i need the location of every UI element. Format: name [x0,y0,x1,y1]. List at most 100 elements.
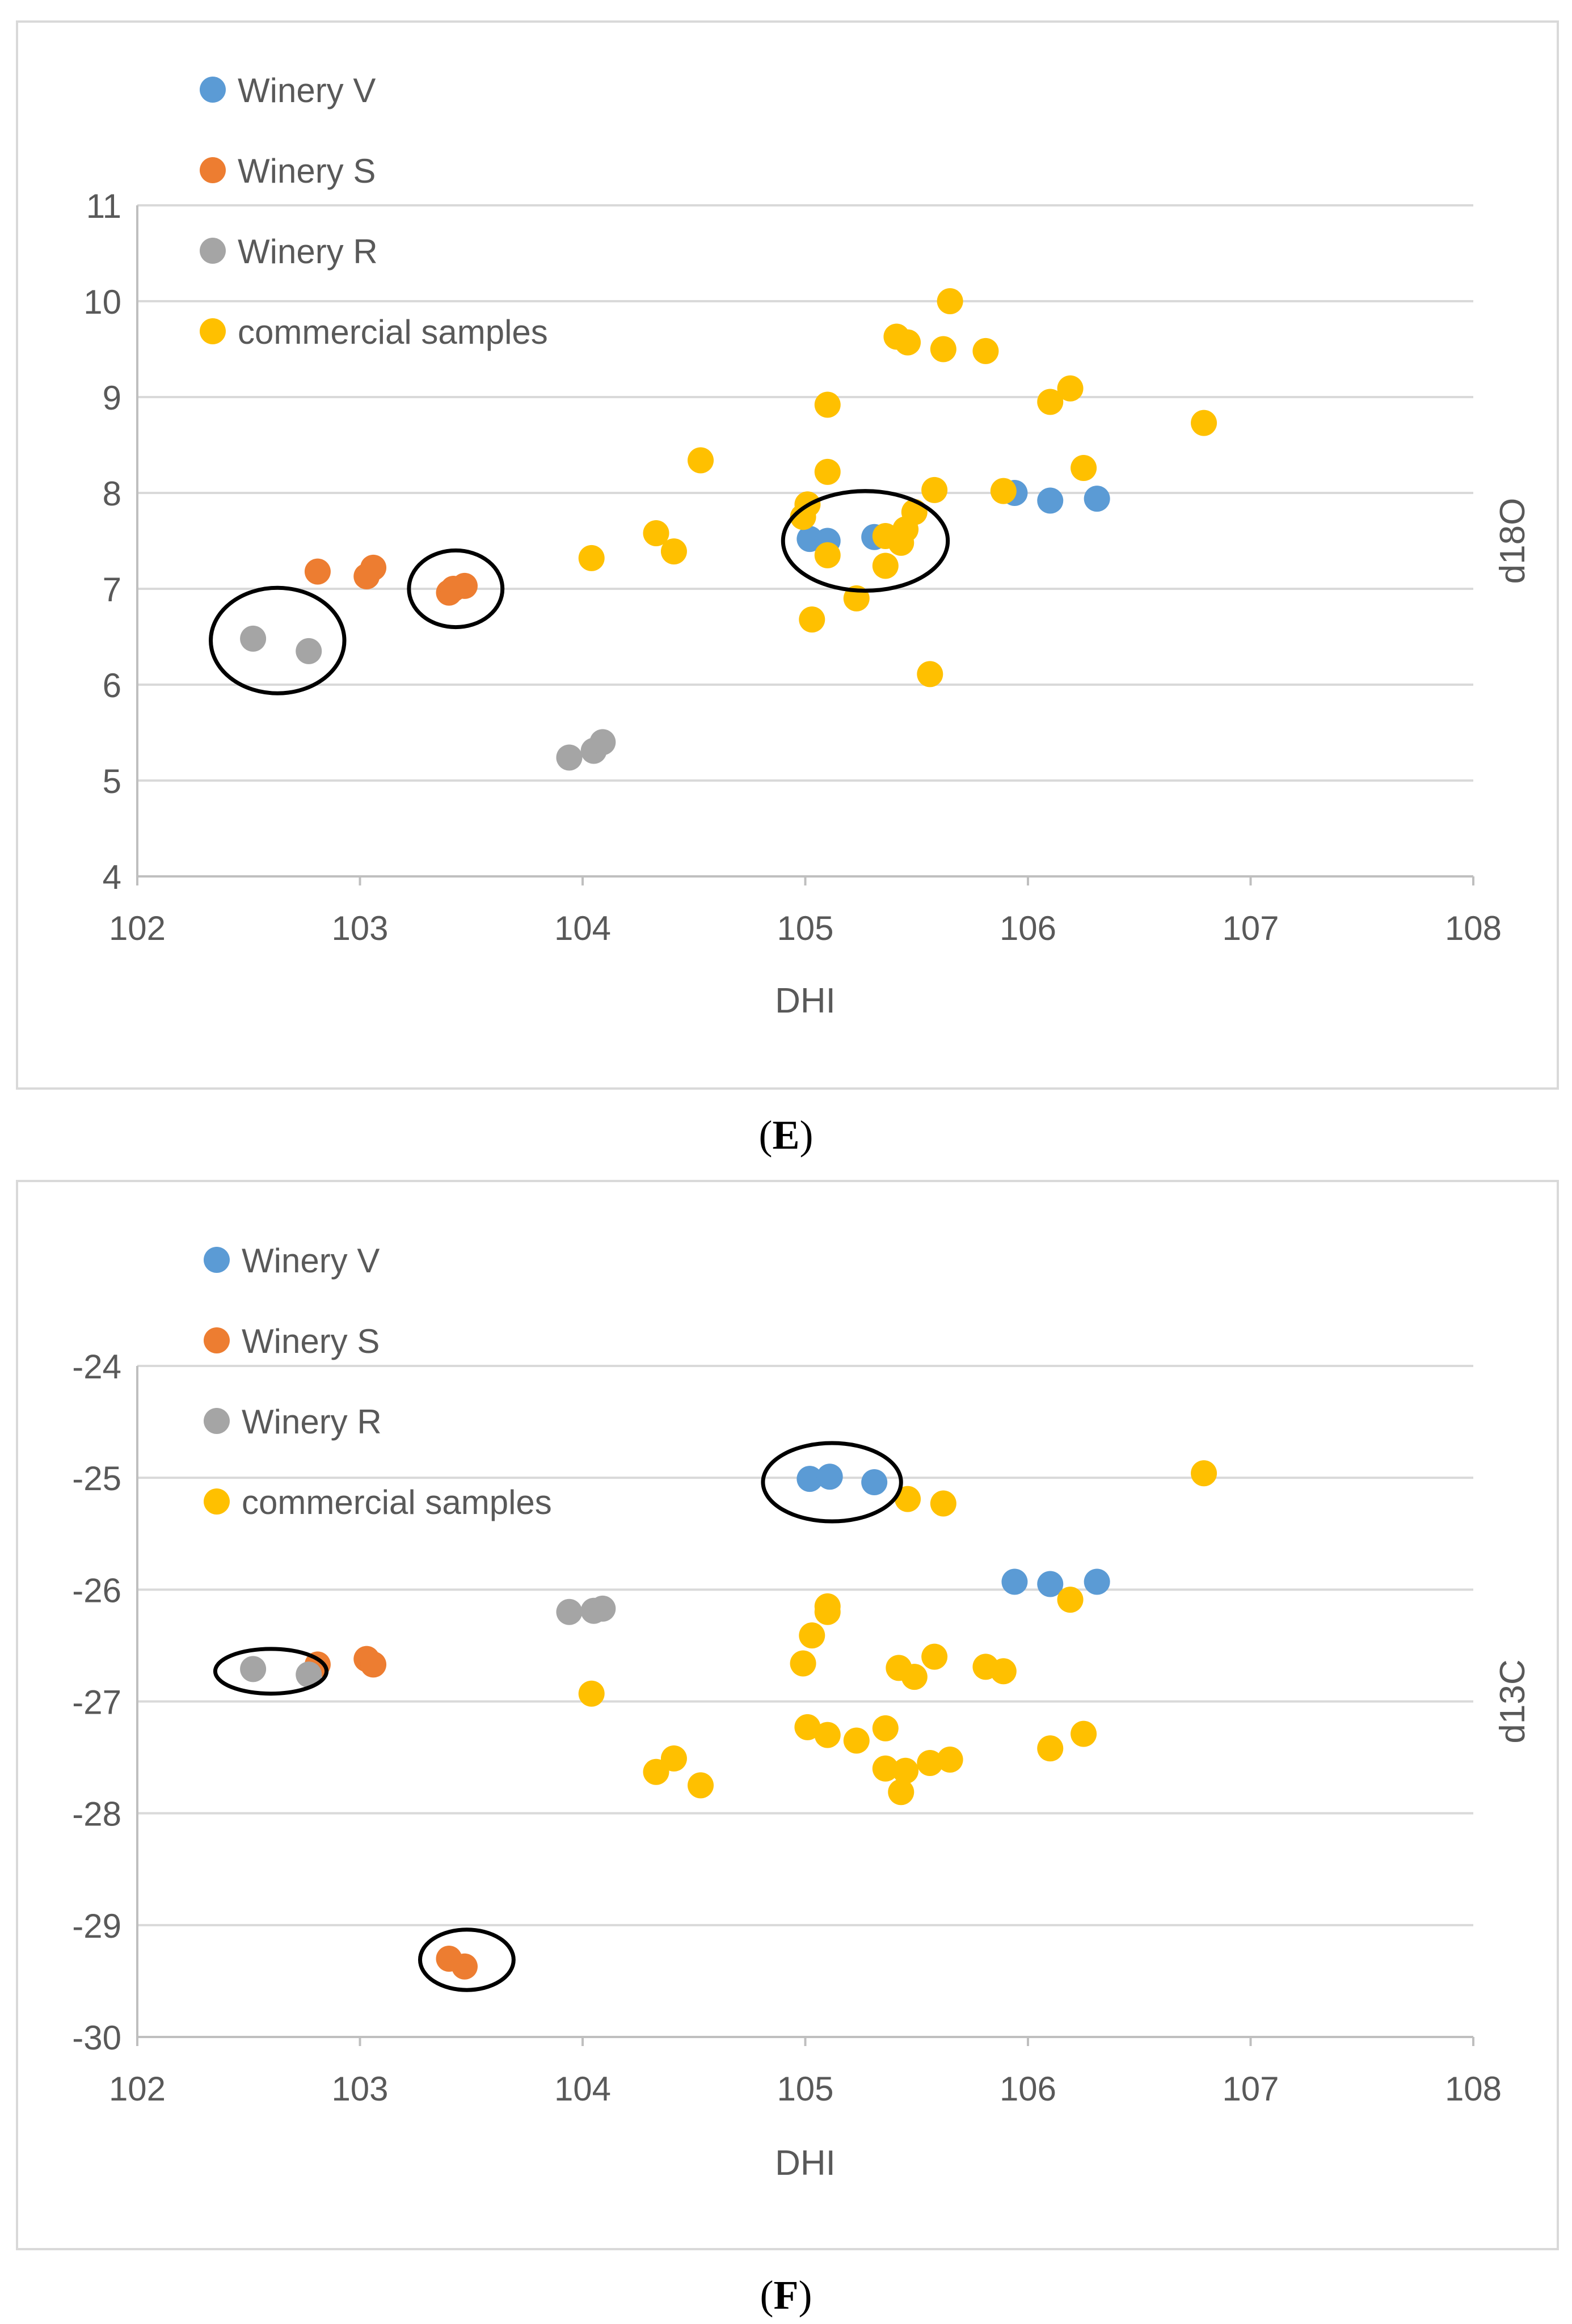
chart-e-annotation-ellipse-0 [209,585,347,695]
chart-f-ytick-label-3: -27 [72,1684,121,1722]
chart-e-xtick-label-4: 106 [1000,909,1056,947]
chart-f-point-commercial-samples-23 [990,1658,1017,1685]
chart-e-point-winery-r-1 [296,638,322,664]
chart-f-xtick-label-2: 104 [554,2070,611,2108]
chart-e-point-commercial-samples-0 [578,545,605,571]
chart-e-y-axis-title: d18O [1493,498,1532,584]
chart-f-point-commercial-samples-27 [1191,1460,1217,1487]
chart-f-legend-marker-winery-r [204,1408,230,1434]
chart-f-point-commercial-samples-14 [888,1779,914,1806]
chart-e-point-commercial-samples-16 [895,329,921,356]
chart-e-annotation-ellipse-2 [781,489,950,593]
chart-f-point-commercial-samples-1 [643,1758,669,1785]
chart-f-point-commercial-samples-2 [660,1745,687,1772]
chart-f-point-commercial-samples-18 [917,1749,943,1776]
chart-f-ytick-label-0: -30 [72,2019,121,2057]
chart-f-ytick-label-2: -28 [72,1795,121,1833]
chart-e-point-commercial-samples-8 [814,458,841,485]
chart-e-point-commercial-samples-25 [1057,375,1084,402]
chart-e-point-winery-r-0 [240,625,267,652]
chart-e-point-commercial-samples-9 [814,542,841,568]
chart-panel-f: -30 -29 -28 -27 -26 -25 -24 102 103 104 105 106 107 1… [16,1180,1559,2250]
chart-f-ytick-label-6: -24 [72,1348,121,1386]
chart-f-point-commercial-samples-8 [814,1598,841,1625]
chart-e-ytick-label-0: 4 [103,858,121,896]
chart-e-point-winery-v-5 [1084,486,1110,512]
chart-e-legend-label-commercial-samples: commercial samples [238,313,548,351]
chart-f-point-commercial-samples-6 [799,1622,825,1649]
chart-e-ytick-label-3: 7 [103,571,121,609]
chart-e-ytick-label-2: 6 [103,667,121,705]
chart-e-point-commercial-samples-12 [872,552,899,579]
chart-f-point-commercial-samples-0 [578,1680,605,1707]
chart-e-point-commercial-samples-2 [660,538,687,565]
chart-f-point-commercial-samples-26 [1071,1720,1097,1747]
chart-f-point-winery-v-5 [1084,1568,1110,1595]
chart-e-legend-marker-winery-s [200,157,226,183]
chart-f-legend-marker-winery-v [204,1247,230,1273]
chart-f-annotation-ellipse-1 [213,1647,329,1696]
chart-f-point-commercial-samples-12 [872,1755,899,1782]
chart-e-point-commercial-samples-18 [917,661,943,688]
chart-e-xtick-label-5: 107 [1222,909,1279,947]
chart-e-point-commercial-samples-22 [972,338,999,364]
chart-f-legend-label-winery-v: Winery V [242,1242,380,1280]
chart-e-point-commercial-samples-20 [930,336,956,362]
chart-e-point-winery-s-5 [451,572,478,599]
chart-e-legend-label-winery-r: Winery R [238,233,378,271]
chart-f-point-commercial-samples-15 [892,1757,919,1784]
chart-f-annotation-ellipse-0 [418,1927,516,1992]
chart-e-point-commercial-samples-23 [990,478,1017,504]
chart-e-point-commercial-samples-6 [799,606,825,633]
chart-f-xtick-label-0: 102 [109,2070,166,2108]
chart-e-point-commercial-samples-19 [921,476,948,503]
chart-e-xtick-label-6: 108 [1445,909,1502,947]
chart-f-point-commercial-samples-4 [790,1650,816,1677]
chart-f-point-winery-v-1 [816,1463,843,1490]
chart-f-svg: -30 -29 -28 -27 -26 -25 -24 102 103 104 105 106 107 1… [72,1242,1532,2183]
chart-e-point-winery-r-4 [589,729,616,756]
chart-e-point-commercial-samples-7 [814,391,841,418]
chart-f-point-commercial-samples-25 [1057,1587,1084,1613]
chart-e-xtick-label-3: 105 [777,909,833,947]
chart-e-point-winery-v-4 [1037,487,1064,514]
chart-f-xtick-label-3: 105 [777,2070,833,2108]
chart-e-ytick-label-7: 11 [86,187,121,225]
chart-f-point-commercial-samples-11 [872,1715,899,1741]
chart-f-point-commercial-samples-16 [895,1486,921,1512]
chart-f-point-commercial-samples-10 [843,1727,870,1754]
chart-f-legend-marker-winery-s [204,1327,230,1353]
chart-f-point-commercial-samples-21 [937,1747,963,1773]
chart-e-ytick-label-6: 10 [83,283,121,321]
chart-f-point-winery-v-4 [1037,1571,1064,1597]
chart-e-ytick-label-4: 8 [103,475,121,513]
chart-e-xtick-label-0: 102 [109,909,166,947]
caption-f-letter: F [773,2272,799,2318]
chart-e-legend-label-winery-s: Winery S [238,152,376,190]
chart-f-xtick-label-6: 108 [1445,2070,1502,2108]
chart-e-ytick-label-5: 9 [103,379,121,417]
chart-f-xtick-label-4: 106 [1000,2070,1056,2108]
chart-f-legend-marker-commercial-samples [204,1488,230,1515]
caption-e-letter: E [772,1112,800,1158]
chart-e-point-winery-s-2 [360,554,387,581]
chart-panel-e: 4 5 6 7 8 9 10 11 102 103 104 105 106 107 108 DHI d18O Wi… [16,20,1559,1090]
chart-e-legend-label-winery-v: Winery V [238,71,376,109]
chart-f-ytick-label-1: -29 [72,1907,121,1945]
chart-e-point-commercial-samples-27 [1191,410,1217,436]
chart-f-point-winery-v-0 [796,1466,823,1492]
chart-f-legend-label-commercial-samples: commercial samples [242,1483,552,1521]
chart-f-point-commercial-samples-24 [1037,1735,1064,1762]
chart-f-point-commercial-samples-20 [930,1490,956,1517]
chart-f-point-commercial-samples-5 [794,1714,821,1740]
chart-f-legend-label-winery-s: Winery S [242,1322,380,1360]
chart-f-point-winery-r-2 [556,1598,583,1625]
chart-f-ytick-label-5: -25 [72,1460,121,1498]
chart-e-legend-marker-winery-r [200,238,226,264]
chart-f-xtick-label-5: 107 [1222,2070,1279,2108]
chart-e-xtick-label-1: 103 [331,909,388,947]
chart-e-point-commercial-samples-17 [901,499,928,525]
chart-f-legend-label-winery-r: Winery R [242,1403,382,1441]
chart-e-xtick-label-2: 104 [554,909,611,947]
caption-e: (E) [758,1112,814,1158]
